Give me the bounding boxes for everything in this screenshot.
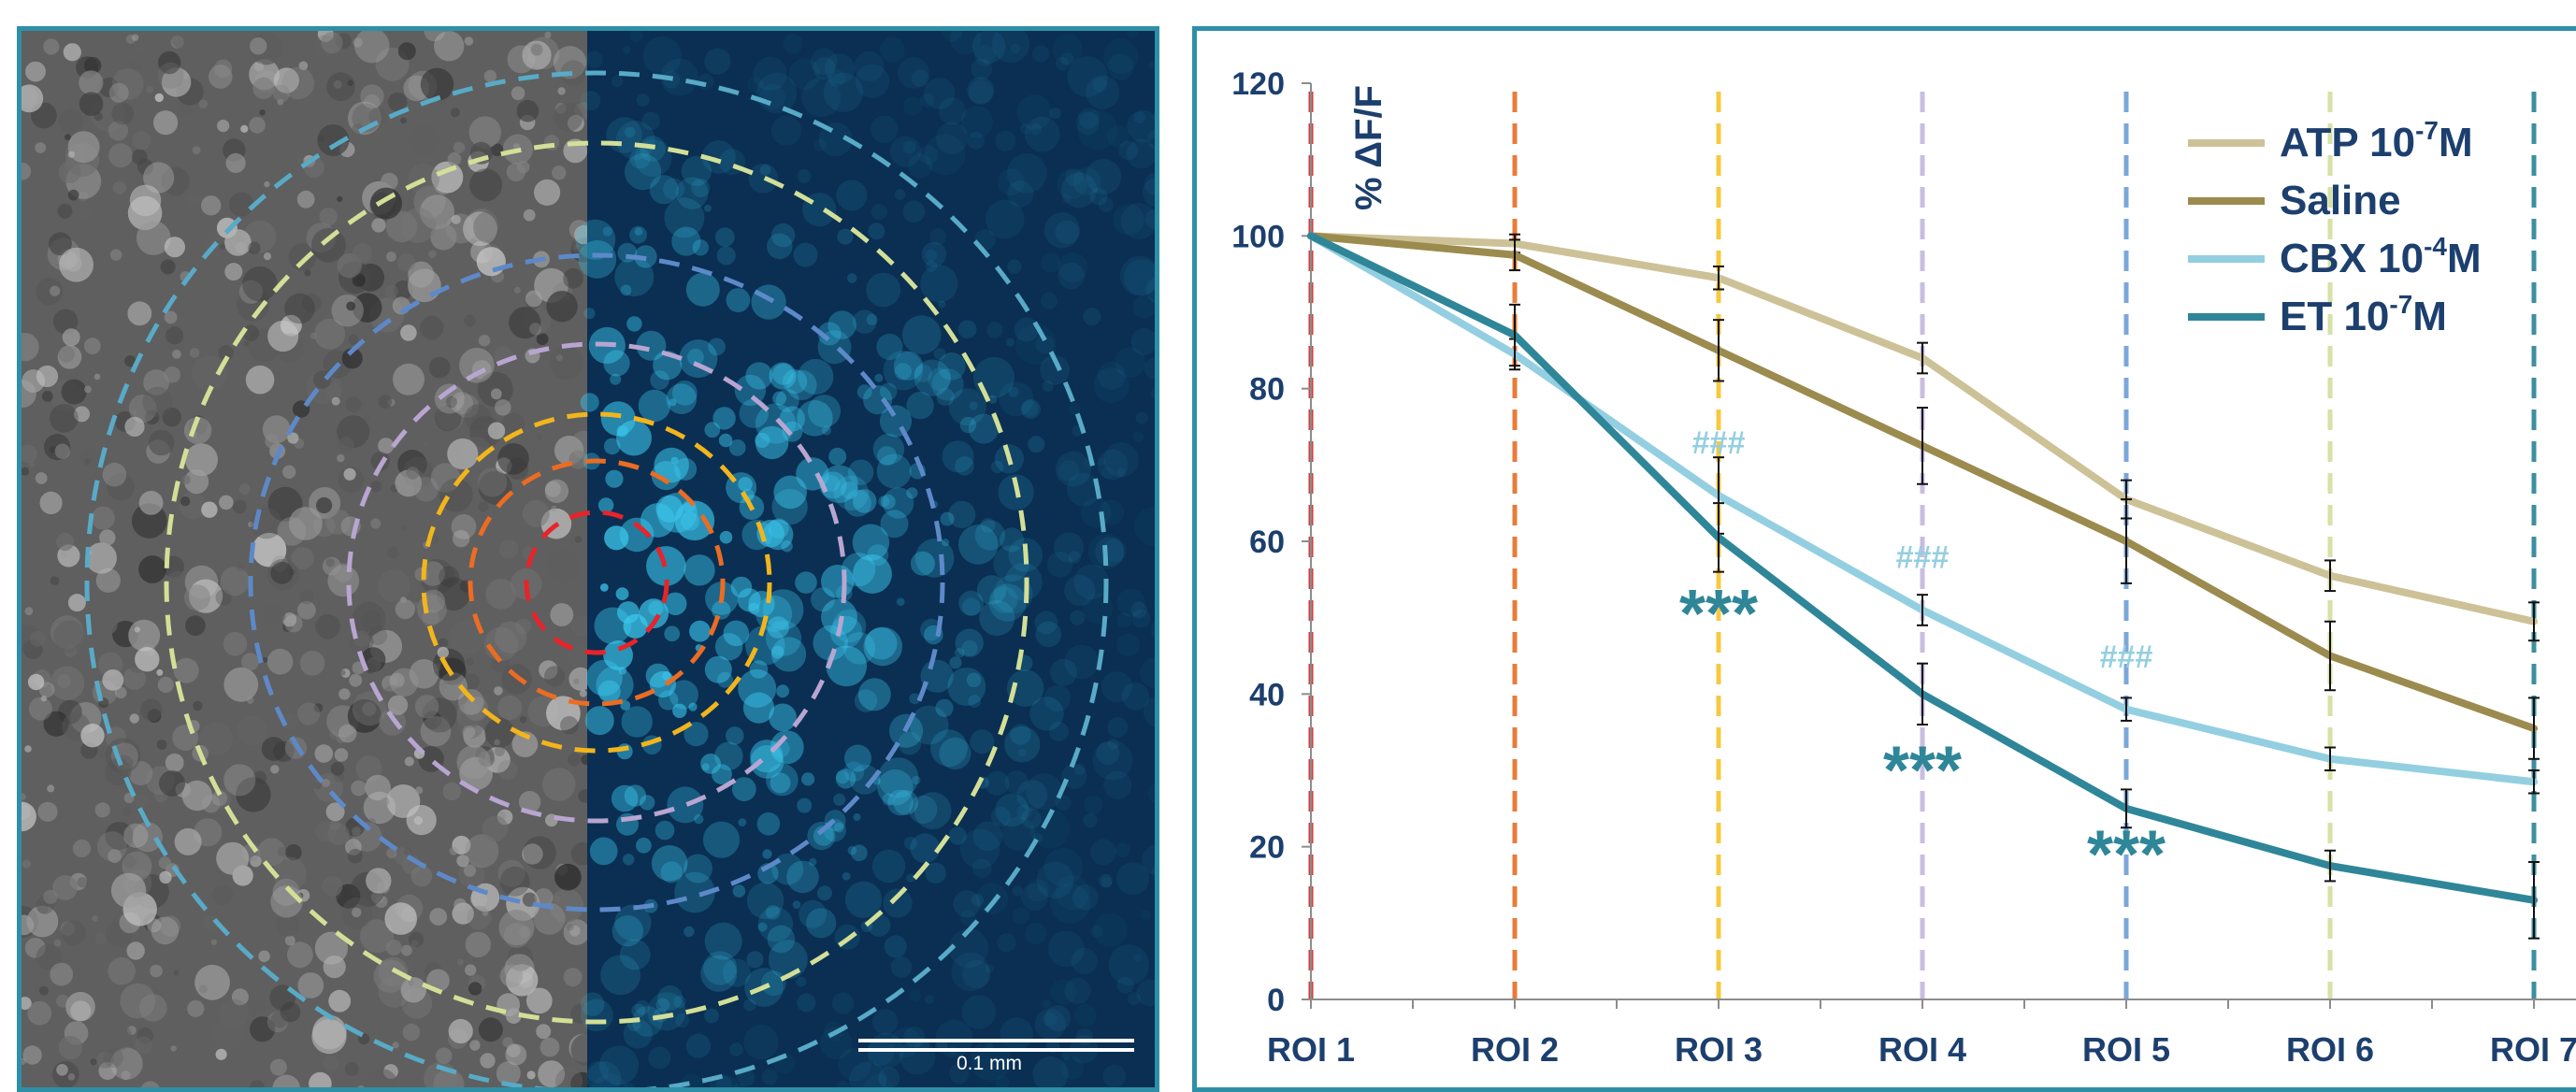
x-tick-label: ROI 5 bbox=[2082, 1030, 2170, 1069]
line-chart-panel: 0 20 40 60 80 100 120 ROI 1 ROI 2 ROI 3 ROI 4 ROI 5… bbox=[1192, 26, 2576, 1092]
legend: ATP 10-7M Saline CBX 10-4M ET 10-7M bbox=[2188, 116, 2482, 339]
legend-label: Saline bbox=[2280, 178, 2401, 223]
scale-bar-label: 0.1 mm bbox=[957, 1053, 1022, 1075]
y-tick-label: 100 bbox=[1231, 219, 1285, 254]
y-tick-label: 120 bbox=[1231, 66, 1285, 102]
x-tick-label: ROI 7 bbox=[2490, 1030, 2576, 1069]
significance-hashes: ### bbox=[1896, 540, 1950, 576]
microscopy-image bbox=[22, 31, 1159, 1092]
legend-label: ET 10-7M bbox=[2280, 290, 2447, 339]
significance-stars: *** bbox=[1883, 734, 1962, 809]
y-tick-label: 60 bbox=[1249, 524, 1285, 560]
x-tick-label: ROI 6 bbox=[2286, 1030, 2374, 1069]
microscopy-image-panel: 0.1 mm bbox=[17, 26, 1159, 1092]
x-tick-label: ROI 2 bbox=[1471, 1030, 1559, 1069]
y-axis-label: % ΔF/F bbox=[1348, 85, 1389, 210]
x-tick-label: ROI 3 bbox=[1675, 1030, 1763, 1069]
legend-label: CBX 10-4M bbox=[2280, 232, 2482, 281]
y-tick-label: 0 bbox=[1267, 983, 1285, 1018]
y-tick-label: 80 bbox=[1249, 372, 1285, 408]
y-tick-label: 20 bbox=[1249, 830, 1285, 866]
y-tick-label: 40 bbox=[1249, 677, 1285, 712]
significance-stars: *** bbox=[2087, 817, 2166, 892]
significance-stars: *** bbox=[1679, 577, 1758, 652]
significance-hashes: ### bbox=[1692, 425, 1746, 461]
x-tick-label: ROI 1 bbox=[1267, 1030, 1355, 1069]
significance-hashes: ### bbox=[2100, 639, 2153, 675]
legend-label: ATP 10-7M bbox=[2280, 116, 2473, 165]
x-tick-label: ROI 4 bbox=[1878, 1030, 1966, 1069]
line-chart: 0 20 40 60 80 100 120 ROI 1 ROI 2 ROI 3 ROI 4 ROI 5… bbox=[1197, 31, 2576, 1092]
